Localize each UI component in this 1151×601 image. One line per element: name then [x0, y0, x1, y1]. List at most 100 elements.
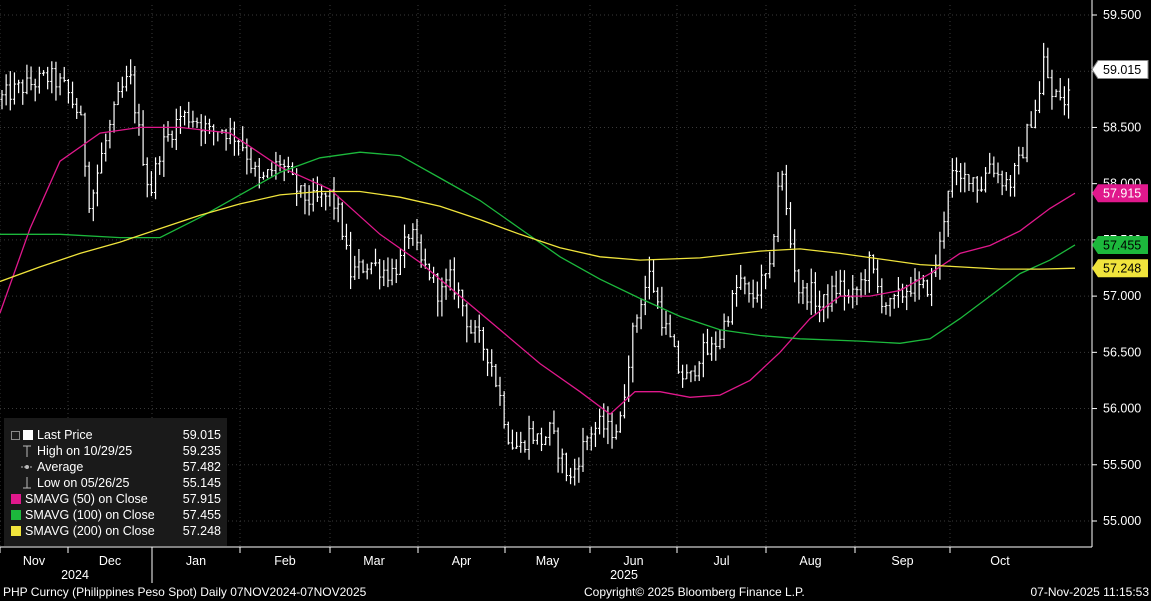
price-bar	[651, 259, 656, 293]
price-bar	[104, 133, 108, 162]
price-bar	[954, 157, 959, 186]
y-tick-label: 58.500	[1103, 120, 1141, 134]
price-bar	[427, 263, 432, 281]
price-bar	[398, 248, 402, 276]
x-axis: Nov Dec Jan Feb Mar Apr May Jun Jul Aug Sep Oct 2024…	[0, 546, 1092, 583]
price-bar	[411, 223, 415, 246]
y-tick-label: 55.000	[1103, 514, 1141, 528]
price-bar	[552, 410, 556, 435]
price-bar	[784, 164, 788, 216]
legend-item: Last Price 59.015	[4, 428, 227, 444]
legend-label: Low on 05/26/25	[37, 476, 130, 490]
x-tick-label: Dec	[99, 554, 121, 568]
price-bar	[137, 103, 141, 136]
legend-item: SMAVG (100) on Close 57.455	[4, 508, 227, 524]
price-bar	[759, 264, 764, 309]
price-bar	[1046, 47, 1050, 79]
price-bar	[776, 172, 780, 243]
collapse-icon[interactable]	[11, 431, 20, 440]
price-bar	[614, 424, 618, 440]
x-tick-label: Jun	[623, 554, 643, 568]
price-bar	[452, 257, 456, 300]
price-bar	[959, 163, 963, 193]
price-bar	[905, 284, 909, 311]
price-bar	[851, 274, 855, 309]
price-bar	[714, 331, 718, 361]
price-bar	[593, 421, 598, 447]
price-bar	[261, 171, 266, 180]
price-bar	[33, 78, 37, 102]
legend-label: SMAVG (50) on Close	[25, 492, 148, 506]
legend-value: 57.482	[182, 460, 221, 474]
price-bar	[278, 154, 282, 172]
price-bar	[62, 66, 66, 83]
price-bar	[631, 322, 635, 383]
price-bar	[340, 202, 344, 240]
price-bar	[8, 71, 12, 111]
price-bar	[108, 119, 112, 149]
legend-value: 57.455	[182, 508, 221, 522]
price-bar	[390, 258, 394, 286]
price-bar	[647, 256, 651, 300]
price-bar	[950, 158, 954, 198]
price-bar	[0, 89, 4, 110]
price-bar	[170, 130, 174, 148]
price-bar	[228, 117, 232, 145]
price-bar	[419, 234, 423, 268]
price-bar	[21, 79, 25, 105]
y-tick-label: 55.500	[1103, 458, 1141, 472]
price-bar	[730, 290, 734, 325]
price-bar	[751, 279, 755, 308]
price-bar	[805, 282, 809, 310]
price-bar	[701, 333, 705, 378]
price-bar	[888, 297, 892, 317]
price-bar	[834, 270, 838, 304]
price-bar	[502, 391, 506, 429]
price-bar	[183, 110, 187, 126]
price-bar	[129, 59, 133, 85]
price-bar	[236, 139, 241, 156]
price-bar	[378, 258, 382, 290]
price-bar	[448, 259, 452, 291]
price-bar	[793, 229, 797, 283]
price-bar	[361, 259, 365, 274]
price-bar	[739, 264, 743, 290]
price-bar	[494, 364, 498, 388]
price-bar	[178, 106, 183, 134]
price-bar	[415, 218, 419, 251]
price-bar	[303, 183, 307, 215]
last-value-tag: 59.015	[1091, 60, 1149, 80]
price-bar	[946, 190, 950, 237]
x-tick-label: Apr	[452, 554, 471, 568]
price-bar	[610, 412, 614, 449]
price-bar	[311, 178, 315, 212]
price-bar	[1008, 175, 1013, 197]
price-bar	[971, 177, 975, 193]
price-bar	[1017, 146, 1021, 175]
price-bar	[1029, 111, 1033, 128]
svg-text:57.455: 57.455	[1103, 238, 1141, 252]
price-bar	[158, 156, 162, 175]
price-bar	[685, 364, 689, 380]
x-tick-label: Jul	[714, 554, 730, 568]
price-bar	[481, 327, 485, 361]
price-bar	[830, 275, 834, 312]
price-bar	[382, 260, 386, 287]
price-bar	[319, 184, 324, 207]
price-bar	[344, 223, 349, 250]
price-bar	[25, 64, 29, 95]
legend-item: SMAVG (50) on Close 57.915	[4, 492, 227, 508]
price-bar	[880, 278, 884, 314]
x-tick-label: Mar	[363, 554, 385, 568]
low-marker-icon	[23, 477, 31, 489]
price-bar	[153, 157, 158, 200]
price-bar	[734, 274, 739, 307]
price-bar	[764, 273, 768, 290]
legend-value: 57.915	[182, 492, 221, 506]
price-bar	[324, 192, 328, 211]
legend-label: SMAVG (100) on Close	[25, 508, 155, 522]
price-bar	[909, 276, 913, 297]
price-bar	[564, 452, 568, 482]
price-bar	[809, 268, 813, 315]
price-bar	[79, 105, 83, 116]
